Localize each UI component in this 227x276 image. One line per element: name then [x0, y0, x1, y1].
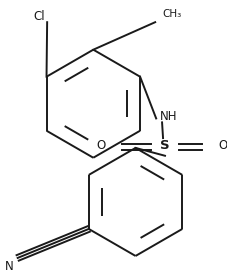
Text: S: S — [160, 139, 169, 152]
Text: O: O — [96, 139, 106, 152]
Text: NH: NH — [159, 110, 177, 123]
Text: Cl: Cl — [33, 10, 45, 23]
Text: N: N — [5, 260, 14, 273]
Text: CH₃: CH₃ — [161, 9, 180, 19]
Text: O: O — [217, 139, 226, 152]
